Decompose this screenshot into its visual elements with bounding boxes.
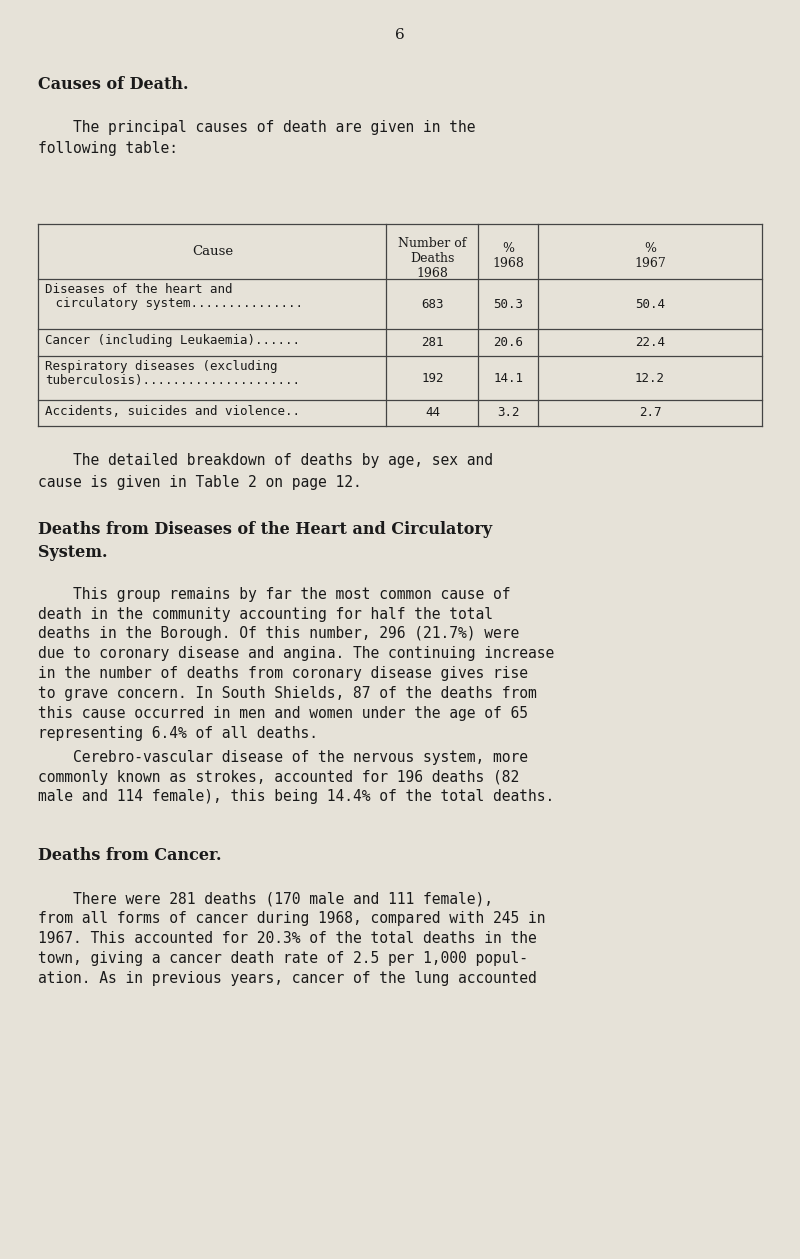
Text: Deaths: Deaths (410, 252, 454, 264)
Text: 683: 683 (421, 297, 444, 311)
Text: 1967: 1967 (634, 257, 666, 269)
Text: due to coronary disease and angina. The continuing increase: due to coronary disease and angina. The … (38, 646, 554, 661)
Text: Deaths from Cancer.: Deaths from Cancer. (38, 847, 222, 864)
Text: 20.6: 20.6 (494, 336, 523, 349)
Text: This group remains by far the most common cause of: This group remains by far the most commo… (38, 587, 511, 602)
Text: to grave concern. In South Shields, 87 of the deaths from: to grave concern. In South Shields, 87 o… (38, 686, 537, 701)
Text: There were 281 deaths (170 male and 111 female),: There were 281 deaths (170 male and 111 … (38, 891, 494, 906)
Text: 192: 192 (421, 371, 444, 385)
Text: deaths in the Borough. Of this number, 296 (21.7%) were: deaths in the Borough. Of this number, 2… (38, 627, 520, 642)
Text: this cause occurred in men and women under the age of 65: this cause occurred in men and women und… (38, 706, 528, 721)
Text: ation. As in previous years, cancer of the lung accounted: ation. As in previous years, cancer of t… (38, 971, 537, 986)
Text: from all forms of cancer during 1968, compared with 245 in: from all forms of cancer during 1968, co… (38, 912, 546, 927)
Text: 2.7: 2.7 (638, 407, 662, 419)
Text: System.: System. (38, 544, 108, 562)
Text: 44: 44 (425, 407, 440, 419)
Text: Respiratory diseases (excluding: Respiratory diseases (excluding (45, 360, 278, 373)
Text: 50.3: 50.3 (494, 297, 523, 311)
Text: %: % (644, 242, 656, 254)
Text: Deaths from Diseases of the Heart and Circulatory: Deaths from Diseases of the Heart and Ci… (38, 521, 493, 539)
Text: cause is given in Table 2 on page 12.: cause is given in Table 2 on page 12. (38, 475, 362, 490)
Text: male and 114 female), this being 14.4% of the total deaths.: male and 114 female), this being 14.4% o… (38, 789, 554, 805)
Text: in the number of deaths from coronary disease gives rise: in the number of deaths from coronary di… (38, 666, 528, 681)
Text: %: % (502, 242, 514, 254)
Text: 22.4: 22.4 (635, 336, 665, 349)
Text: 1968: 1968 (493, 257, 524, 269)
Text: 6: 6 (395, 28, 405, 42)
Text: 1968: 1968 (417, 267, 448, 279)
Text: 1967. This accounted for 20.3% of the total deaths in the: 1967. This accounted for 20.3% of the to… (38, 930, 537, 946)
Text: The detailed breakdown of deaths by age, sex and: The detailed breakdown of deaths by age,… (38, 453, 494, 468)
Text: Diseases of the heart and: Diseases of the heart and (45, 283, 232, 296)
Text: town, giving a cancer death rate of 2.5 per 1,000 popul-: town, giving a cancer death rate of 2.5 … (38, 951, 528, 966)
Text: tuberculosis).....................: tuberculosis)..................... (45, 374, 300, 387)
Text: following table:: following table: (38, 141, 178, 156)
Text: Accidents, suicides and violence..: Accidents, suicides and violence.. (45, 405, 300, 418)
Text: The principal causes of death are given in the: The principal causes of death are given … (38, 120, 476, 135)
Text: 12.2: 12.2 (635, 371, 665, 385)
Text: Number of: Number of (398, 237, 466, 249)
Text: 14.1: 14.1 (494, 371, 523, 385)
Text: commonly known as strokes, accounted for 196 deaths (82: commonly known as strokes, accounted for… (38, 769, 520, 784)
Text: circulatory system...............: circulatory system............... (48, 297, 303, 310)
Text: Causes of Death.: Causes of Death. (38, 76, 189, 93)
Text: representing 6.4% of all deaths.: representing 6.4% of all deaths. (38, 726, 318, 742)
Text: Cause: Cause (192, 246, 233, 258)
Text: 3.2: 3.2 (497, 407, 520, 419)
Text: death in the community accounting for half the total: death in the community accounting for ha… (38, 607, 494, 622)
Text: 281: 281 (421, 336, 444, 349)
Text: 50.4: 50.4 (635, 297, 665, 311)
Text: Cerebro-vascular disease of the nervous system, more: Cerebro-vascular disease of the nervous … (38, 749, 528, 764)
Text: Cancer (including Leukaemia)......: Cancer (including Leukaemia)...... (45, 334, 300, 346)
